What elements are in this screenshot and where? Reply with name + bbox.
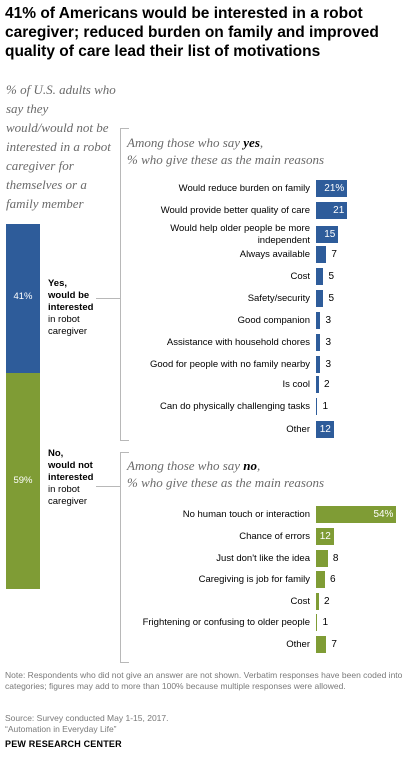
no-reason-value-label: 2 — [323, 596, 330, 607]
yes-reason-bar — [316, 356, 321, 373]
no-reason-value-label: 54% — [373, 509, 394, 520]
no-reason-bar — [316, 550, 328, 567]
yes-reason-category-label: Would provide better quality of care — [160, 205, 310, 216]
yes-stack-label: Yes, would be interested in robot caregi… — [48, 278, 94, 337]
chart-source: Source: Survey conducted May 1-15, 2017.… — [5, 713, 169, 734]
yes-reason-category-label: Always available — [239, 249, 310, 260]
no-reason-bar — [316, 636, 327, 653]
yes-reason-bar — [316, 312, 321, 329]
yes-reason-value-label: 21 — [333, 205, 345, 216]
yes-reason-value-label: 12 — [319, 424, 331, 435]
yes-reason-category-label: Other — [286, 424, 310, 435]
no-reason-category-label: Cost — [290, 596, 310, 607]
no-reason-category-label: Just don't like the idea — [216, 553, 310, 564]
no-reason-bar — [316, 571, 325, 588]
no-section-title: Among those who say no, % who give these… — [127, 458, 325, 490]
yes-connector-line — [96, 298, 120, 299]
no-reason-category-label: Caregiving is job for family — [198, 574, 310, 585]
yes-bracket — [120, 128, 129, 441]
yes-stack-value: 41% — [13, 291, 33, 302]
no-connector-line — [96, 486, 120, 487]
chart-note: Note: Respondents who did not give an an… — [5, 670, 403, 691]
yes-reason-value-label: 5 — [328, 271, 334, 282]
yes-reason-bar — [316, 268, 324, 285]
yes-reason-value-label: 1 — [322, 401, 329, 412]
yes-reason-value-label: 3 — [325, 359, 332, 370]
yes-reason-bar — [316, 202, 348, 219]
yes-stack-segment: 41% — [6, 224, 40, 373]
no-reason-value-label: 7 — [331, 639, 337, 650]
yes-reason-category-label: Safety/security — [247, 293, 310, 304]
yes-reason-value-label: 7 — [331, 249, 337, 260]
yes-reason-category-label: Would reduce burden on family — [178, 183, 310, 194]
yes-reason-value-label: 3 — [325, 315, 332, 326]
yes-reason-category-label: Would help older people be more independ… — [170, 223, 310, 246]
no-stack-segment: 59% — [6, 373, 40, 589]
yes-reason-category-label: Can do physically challenging tasks — [160, 401, 310, 412]
yes-reason-category-label: Assistance with household chores — [166, 337, 310, 348]
yes-reason-value-label: 5 — [328, 293, 334, 304]
no-reason-value-label: 1 — [322, 617, 329, 628]
yes-reason-bar — [316, 290, 324, 307]
yes-reason-bar — [316, 246, 327, 263]
yes-reason-value-label: 3 — [325, 337, 332, 348]
yes-reason-bar — [316, 334, 321, 351]
yes-reason-category-label: Good companion — [237, 315, 310, 326]
chart-title: 41% of Americans would be interested in … — [5, 5, 379, 60]
no-reason-value-label: 6 — [329, 574, 336, 585]
no-bracket — [120, 452, 129, 663]
no-reason-bar — [316, 614, 318, 631]
yes-section-title: Among those who say yes, % who give thes… — [127, 135, 325, 167]
yes-reason-value-label: 2 — [323, 379, 330, 390]
no-reason-category-label: No human touch or interaction — [182, 509, 310, 520]
no-stack-label: No, would not interested in robot caregi… — [48, 448, 94, 507]
yes-reason-value-label: 21% — [324, 183, 345, 194]
no-stack-value: 59% — [13, 475, 33, 486]
no-reason-bar — [316, 506, 397, 523]
footer-brand: PEW RESEARCH CENTER — [5, 739, 122, 749]
yes-reason-bar — [316, 376, 319, 393]
no-reason-category-label: Frightening or confusing to older people — [142, 617, 310, 628]
yes-reason-category-label: Good for people with no family nearby — [149, 359, 310, 370]
no-reason-bar — [316, 528, 334, 545]
yes-reason-bar — [316, 226, 339, 243]
yes-reason-value-label: 15 — [324, 229, 336, 240]
no-reason-value-label: 12 — [319, 531, 331, 542]
yes-reason-category-label: Is cool — [282, 379, 310, 390]
yes-reason-category-label: Cost — [290, 271, 310, 282]
yes-reason-bar — [316, 180, 348, 197]
yes-reason-bar — [316, 421, 334, 438]
no-reason-category-label: Other — [286, 639, 310, 650]
no-reason-category-label: Chance of errors — [239, 531, 310, 542]
yes-reason-bar — [316, 398, 318, 415]
no-reason-value-label: 8 — [332, 553, 339, 564]
no-reason-bar — [316, 593, 319, 610]
chart-subhead: % of U.S. adults who say they would/woul… — [6, 82, 116, 211]
